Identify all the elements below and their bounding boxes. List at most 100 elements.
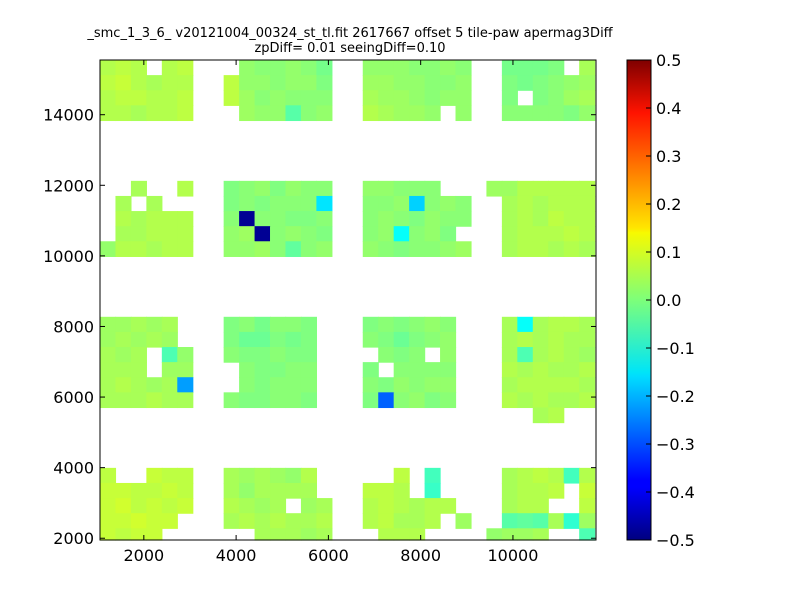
- chart-title-block: _smc_1_3_6_ v20121004_00324_st_tl.fit 26…: [0, 26, 700, 56]
- heatmap-cell: [285, 362, 302, 378]
- heatmap-cell: [563, 75, 580, 91]
- heatmap-cell: [223, 90, 240, 106]
- heatmap-cell: [362, 513, 379, 529]
- heatmap-cell: [517, 241, 534, 257]
- heatmap-cell: [563, 241, 580, 257]
- heatmap-cell: [161, 362, 178, 378]
- heatmap-cell: [563, 105, 580, 122]
- heatmap-cell: [115, 392, 132, 409]
- heatmap-cell: [285, 90, 302, 106]
- y-tick-label: 6000: [53, 388, 94, 407]
- heatmap-cell: [254, 377, 271, 393]
- heatmap-cell: [254, 226, 271, 242]
- heatmap-cell: [285, 180, 302, 197]
- heatmap-cell: [223, 316, 240, 333]
- heatmap-cell: [563, 347, 580, 363]
- heatmap-cell: [517, 105, 534, 122]
- heatmap-cell: [270, 195, 287, 212]
- heatmap-cell: [378, 241, 395, 257]
- heatmap-cell: [532, 528, 549, 541]
- heatmap-cell: [378, 316, 395, 333]
- heatmap-cell: [161, 211, 178, 227]
- heatmap-cell: [100, 75, 117, 91]
- heatmap-cell: [563, 513, 580, 529]
- y-tick-label: 2000: [53, 529, 94, 548]
- heatmap-cell: [300, 482, 317, 499]
- heatmap-cell: [161, 60, 178, 76]
- colorbar-tick-label: −0.4: [656, 483, 695, 502]
- heatmap-cell: [409, 211, 426, 227]
- heatmap-cell: [177, 347, 194, 363]
- heatmap-cell: [300, 90, 317, 106]
- heatmap-cell: [409, 498, 426, 514]
- heatmap-cell: [378, 195, 395, 212]
- heatmap-cell: [285, 347, 302, 363]
- heatmap-cell: [300, 75, 317, 91]
- heatmap-cell: [285, 195, 302, 212]
- heatmap-cell: [362, 377, 379, 393]
- heatmap-cell: [270, 105, 287, 122]
- heatmap-cell: [579, 467, 596, 484]
- heatmap-cell: [409, 513, 426, 529]
- heatmap-cell: [316, 105, 333, 122]
- heatmap-cell: [362, 211, 379, 227]
- heatmap-cell: [316, 226, 333, 242]
- heatmap-cell: [115, 60, 132, 76]
- heatmap-cell: [424, 105, 441, 122]
- heatmap-cell: [579, 105, 596, 122]
- heatmap-cell: [270, 90, 287, 106]
- heatmap-cell: [285, 528, 302, 541]
- heatmap-cell: [393, 392, 410, 409]
- heatmap-cell: [548, 241, 565, 257]
- heatmap-cell: [393, 331, 410, 348]
- heatmap-cell: [316, 513, 333, 529]
- heatmap-cell: [300, 316, 317, 333]
- colorbar-tick-label: −0.1: [656, 339, 695, 358]
- heatmap-cell: [563, 90, 580, 106]
- heatmap-cell: [563, 195, 580, 212]
- heatmap-cell: [378, 377, 395, 393]
- heatmap-cell: [300, 392, 317, 409]
- heatmap-cell: [393, 528, 410, 541]
- heatmap-cell: [362, 226, 379, 242]
- heatmap-cell: [362, 498, 379, 514]
- heatmap-cell: [161, 513, 178, 529]
- heatmap-cell: [161, 377, 178, 393]
- heatmap-cell: [501, 180, 518, 197]
- heatmap-cell: [424, 180, 441, 197]
- heatmap-cell: [424, 316, 441, 333]
- heatmap-cell: [424, 211, 441, 227]
- y-tick-label: 4000: [53, 459, 94, 478]
- heatmap-cell: [270, 528, 287, 541]
- heatmap-cell: [393, 316, 410, 333]
- heatmap-cell: [501, 347, 518, 363]
- heatmap-cell: [316, 60, 333, 76]
- heatmap-cell: [440, 60, 457, 76]
- y-tick-label: 14000: [43, 106, 94, 125]
- heatmap-cell: [254, 347, 271, 363]
- heatmap-cell: [532, 211, 549, 227]
- heatmap-cell: [316, 241, 333, 257]
- heatmap-cell: [579, 226, 596, 242]
- heatmap-cell: [424, 241, 441, 257]
- heatmap-cell: [316, 498, 333, 514]
- heatmap-cell: [115, 211, 132, 227]
- heatmap-cell: [455, 241, 472, 257]
- heatmap-cell: [254, 60, 271, 76]
- heatmap-cell: [300, 60, 317, 76]
- heatmap-cell: [563, 362, 580, 378]
- heatmap-cell: [378, 331, 395, 348]
- heatmap-cell: [424, 513, 441, 529]
- heatmap-cell: [501, 362, 518, 378]
- heatmap-cell: [161, 331, 178, 348]
- heatmap-cell: [254, 180, 271, 197]
- heatmap-cell: [223, 180, 240, 197]
- heatmap-cell: [130, 105, 147, 122]
- heatmap-cell: [501, 377, 518, 393]
- heatmap-cell: [393, 60, 410, 76]
- heatmap-cell: [440, 316, 457, 333]
- heatmap-cell: [501, 331, 518, 348]
- x-tick-label: 6000: [308, 546, 349, 565]
- heatmap-cell: [115, 347, 132, 363]
- y-axis: 2000 4000 6000 8000 10000 12000 14000: [43, 106, 596, 548]
